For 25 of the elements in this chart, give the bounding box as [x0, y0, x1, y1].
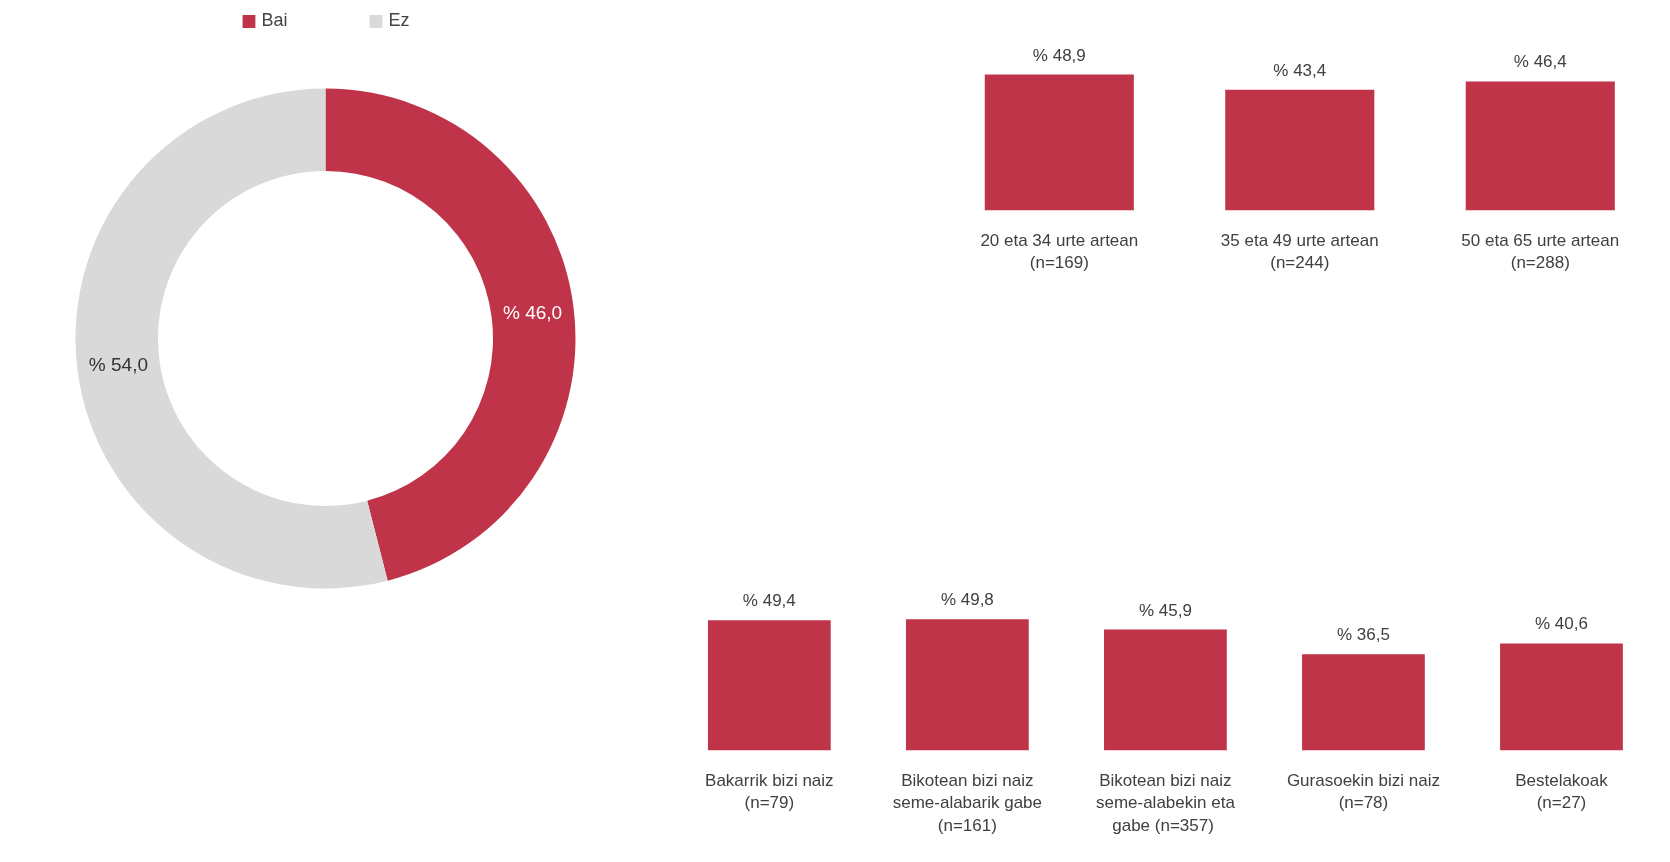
data-label: % 48,9: [1032, 45, 1086, 65]
x-tick-label: 35 eta 49 urte artean (n=244): [1220, 230, 1379, 273]
bar: [1104, 629, 1227, 751]
bar: [1302, 654, 1425, 751]
legend-label: Ez: [388, 10, 410, 31]
bar: [1500, 643, 1623, 751]
data-label: % 43,4: [1273, 60, 1327, 80]
x-tick-label: Bakarrik bizi naiz (n=79): [705, 770, 834, 813]
data-label: % 46,4: [1513, 52, 1567, 72]
data-label: % 49,4: [742, 591, 796, 611]
x-tick-label: 20 eta 34 urte artean (n=169): [980, 230, 1139, 273]
data-label: % 40,6: [1535, 614, 1588, 634]
x-tick-label: Gurasoekin bizi naiz (n=78): [1286, 770, 1440, 813]
data-label: % 54,0: [88, 354, 148, 376]
data-label: % 49,8: [940, 590, 994, 610]
x-tick-label: 50 eta 65 urte artean (n=288): [1461, 230, 1620, 273]
bar: [905, 619, 1029, 751]
x-tick-label: Bikotean bizi naiz seme-alabekin eta gabe (n=357): [1095, 770, 1236, 836]
data-label: % 36,5: [1336, 625, 1390, 645]
bar: [707, 620, 831, 751]
x-tick-label: Bestelakoak (n=27): [1515, 770, 1609, 813]
legend-label: Bai: [261, 10, 288, 31]
data-label: % 45,9: [1138, 600, 1192, 620]
x-tick-label: Bikotean bizi naiz seme-alabarik gabe (n=161): [892, 770, 1043, 836]
data-label: % 46,0: [503, 301, 563, 323]
